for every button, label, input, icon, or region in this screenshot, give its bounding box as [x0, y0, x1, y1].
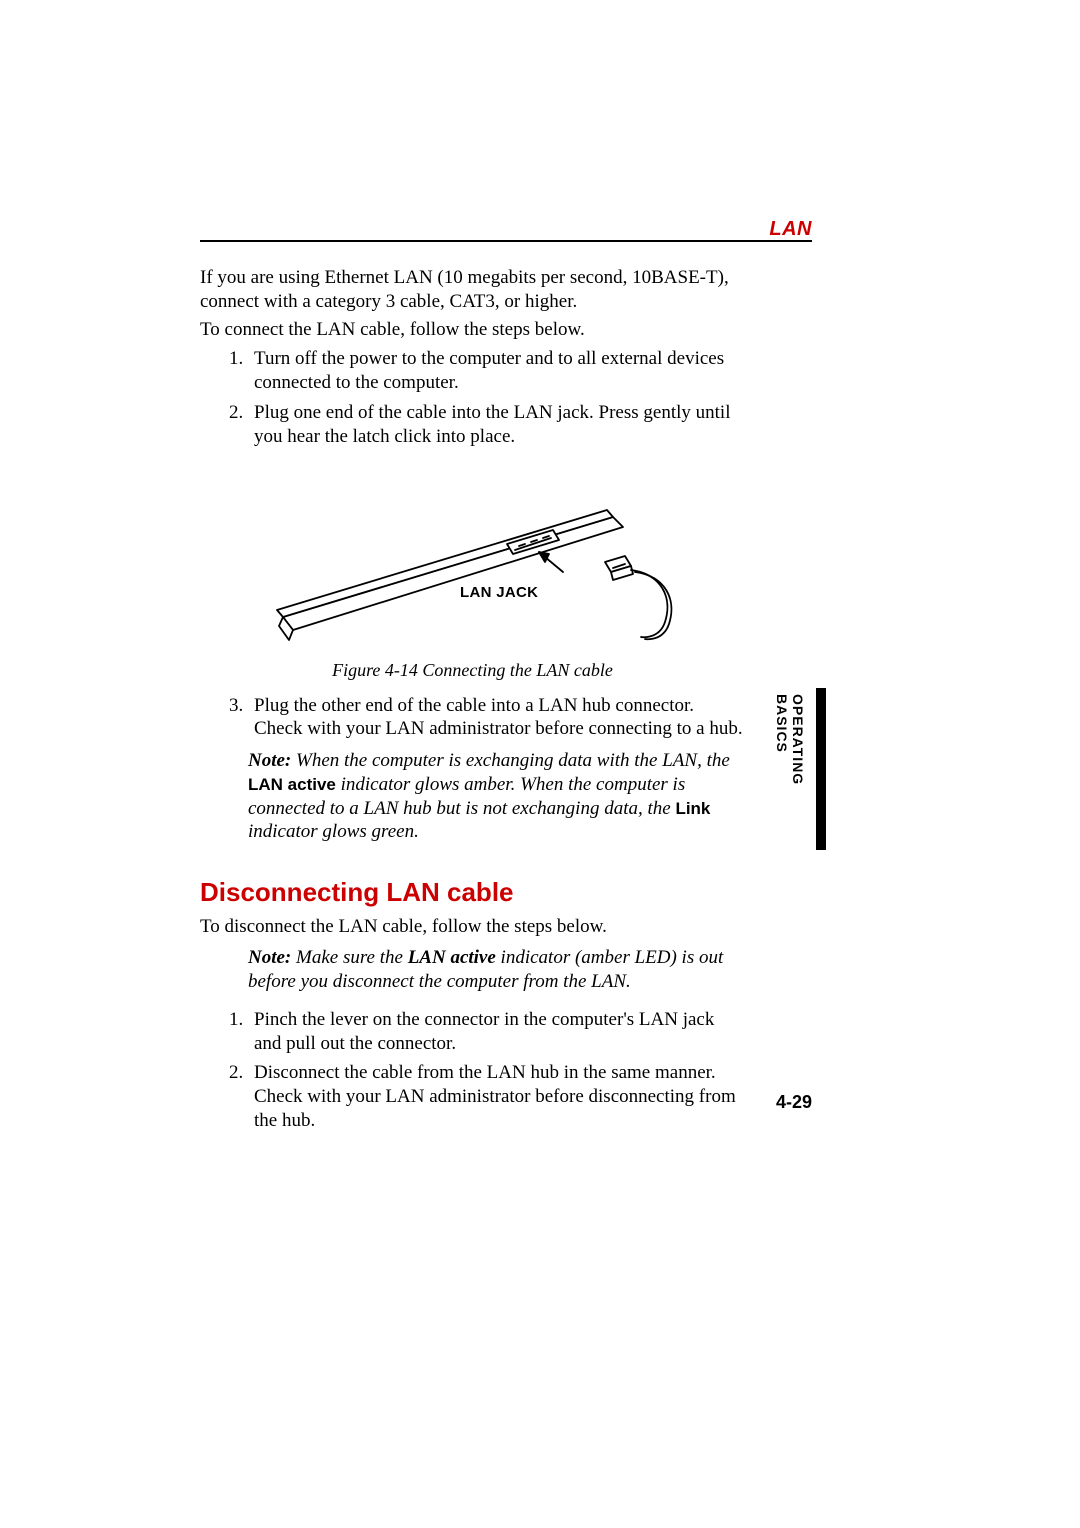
- note-bold-term: LAN active: [248, 775, 336, 794]
- list-item: Pinch the lever on the connector in the …: [248, 1008, 745, 1056]
- side-tab-label: OPERATING BASICS: [786, 694, 806, 844]
- side-tab: OPERATING BASICS: [786, 694, 818, 844]
- disconnect-steps-list: Pinch the lever on the connector in the …: [200, 1008, 745, 1133]
- note-text: Make sure the: [291, 947, 407, 968]
- section-heading-disconnect: Disconnecting LAN cable: [200, 876, 745, 909]
- intro-paragraph-1: If you are using Ethernet LAN (10 megabi…: [200, 266, 745, 314]
- list-item: Turn off the power to the computer and t…: [248, 347, 745, 395]
- page: LAN If you are using Ethernet LAN (10 me…: [0, 0, 1080, 1528]
- note-bold-term: LAN active: [408, 947, 496, 968]
- note-lan-active: Note: When the computer is exchanging da…: [248, 749, 745, 844]
- main-content: If you are using Ethernet LAN (10 megabi…: [200, 266, 745, 1139]
- intro-paragraph-2: To connect the LAN cable, follow the ste…: [200, 318, 745, 342]
- connect-steps-list-cont: Plug the other end of the cable into a L…: [200, 694, 745, 742]
- header-section-title: LAN: [769, 218, 812, 241]
- header-rule: [200, 240, 812, 242]
- list-item: Disconnect the cable from the LAN hub in…: [248, 1061, 745, 1132]
- note-text: When the computer is exchanging data wit…: [291, 750, 730, 771]
- lan-jack-illustration: [253, 462, 693, 642]
- figure-lan-cable: LAN JACK: [200, 462, 745, 649]
- note-disconnect: Note: Make sure the LAN active indicator…: [248, 946, 745, 994]
- note-text: indicator glows green.: [248, 821, 419, 842]
- figure-caption: Figure 4-14 Connecting the LAN cable: [200, 659, 745, 682]
- note-bold-term: Link: [675, 799, 710, 818]
- note-lead: Note:: [248, 947, 291, 968]
- connect-steps-list: Turn off the power to the computer and t…: [200, 347, 745, 448]
- figure-label-lan-jack: LAN JACK: [460, 584, 538, 603]
- list-item: Plug the other end of the cable into a L…: [248, 694, 745, 742]
- disconnect-intro: To disconnect the LAN cable, follow the …: [200, 915, 745, 939]
- page-number: 4-29: [776, 1092, 812, 1113]
- list-item: Plug one end of the cable into the LAN j…: [248, 401, 745, 449]
- note-lead: Note:: [248, 750, 291, 771]
